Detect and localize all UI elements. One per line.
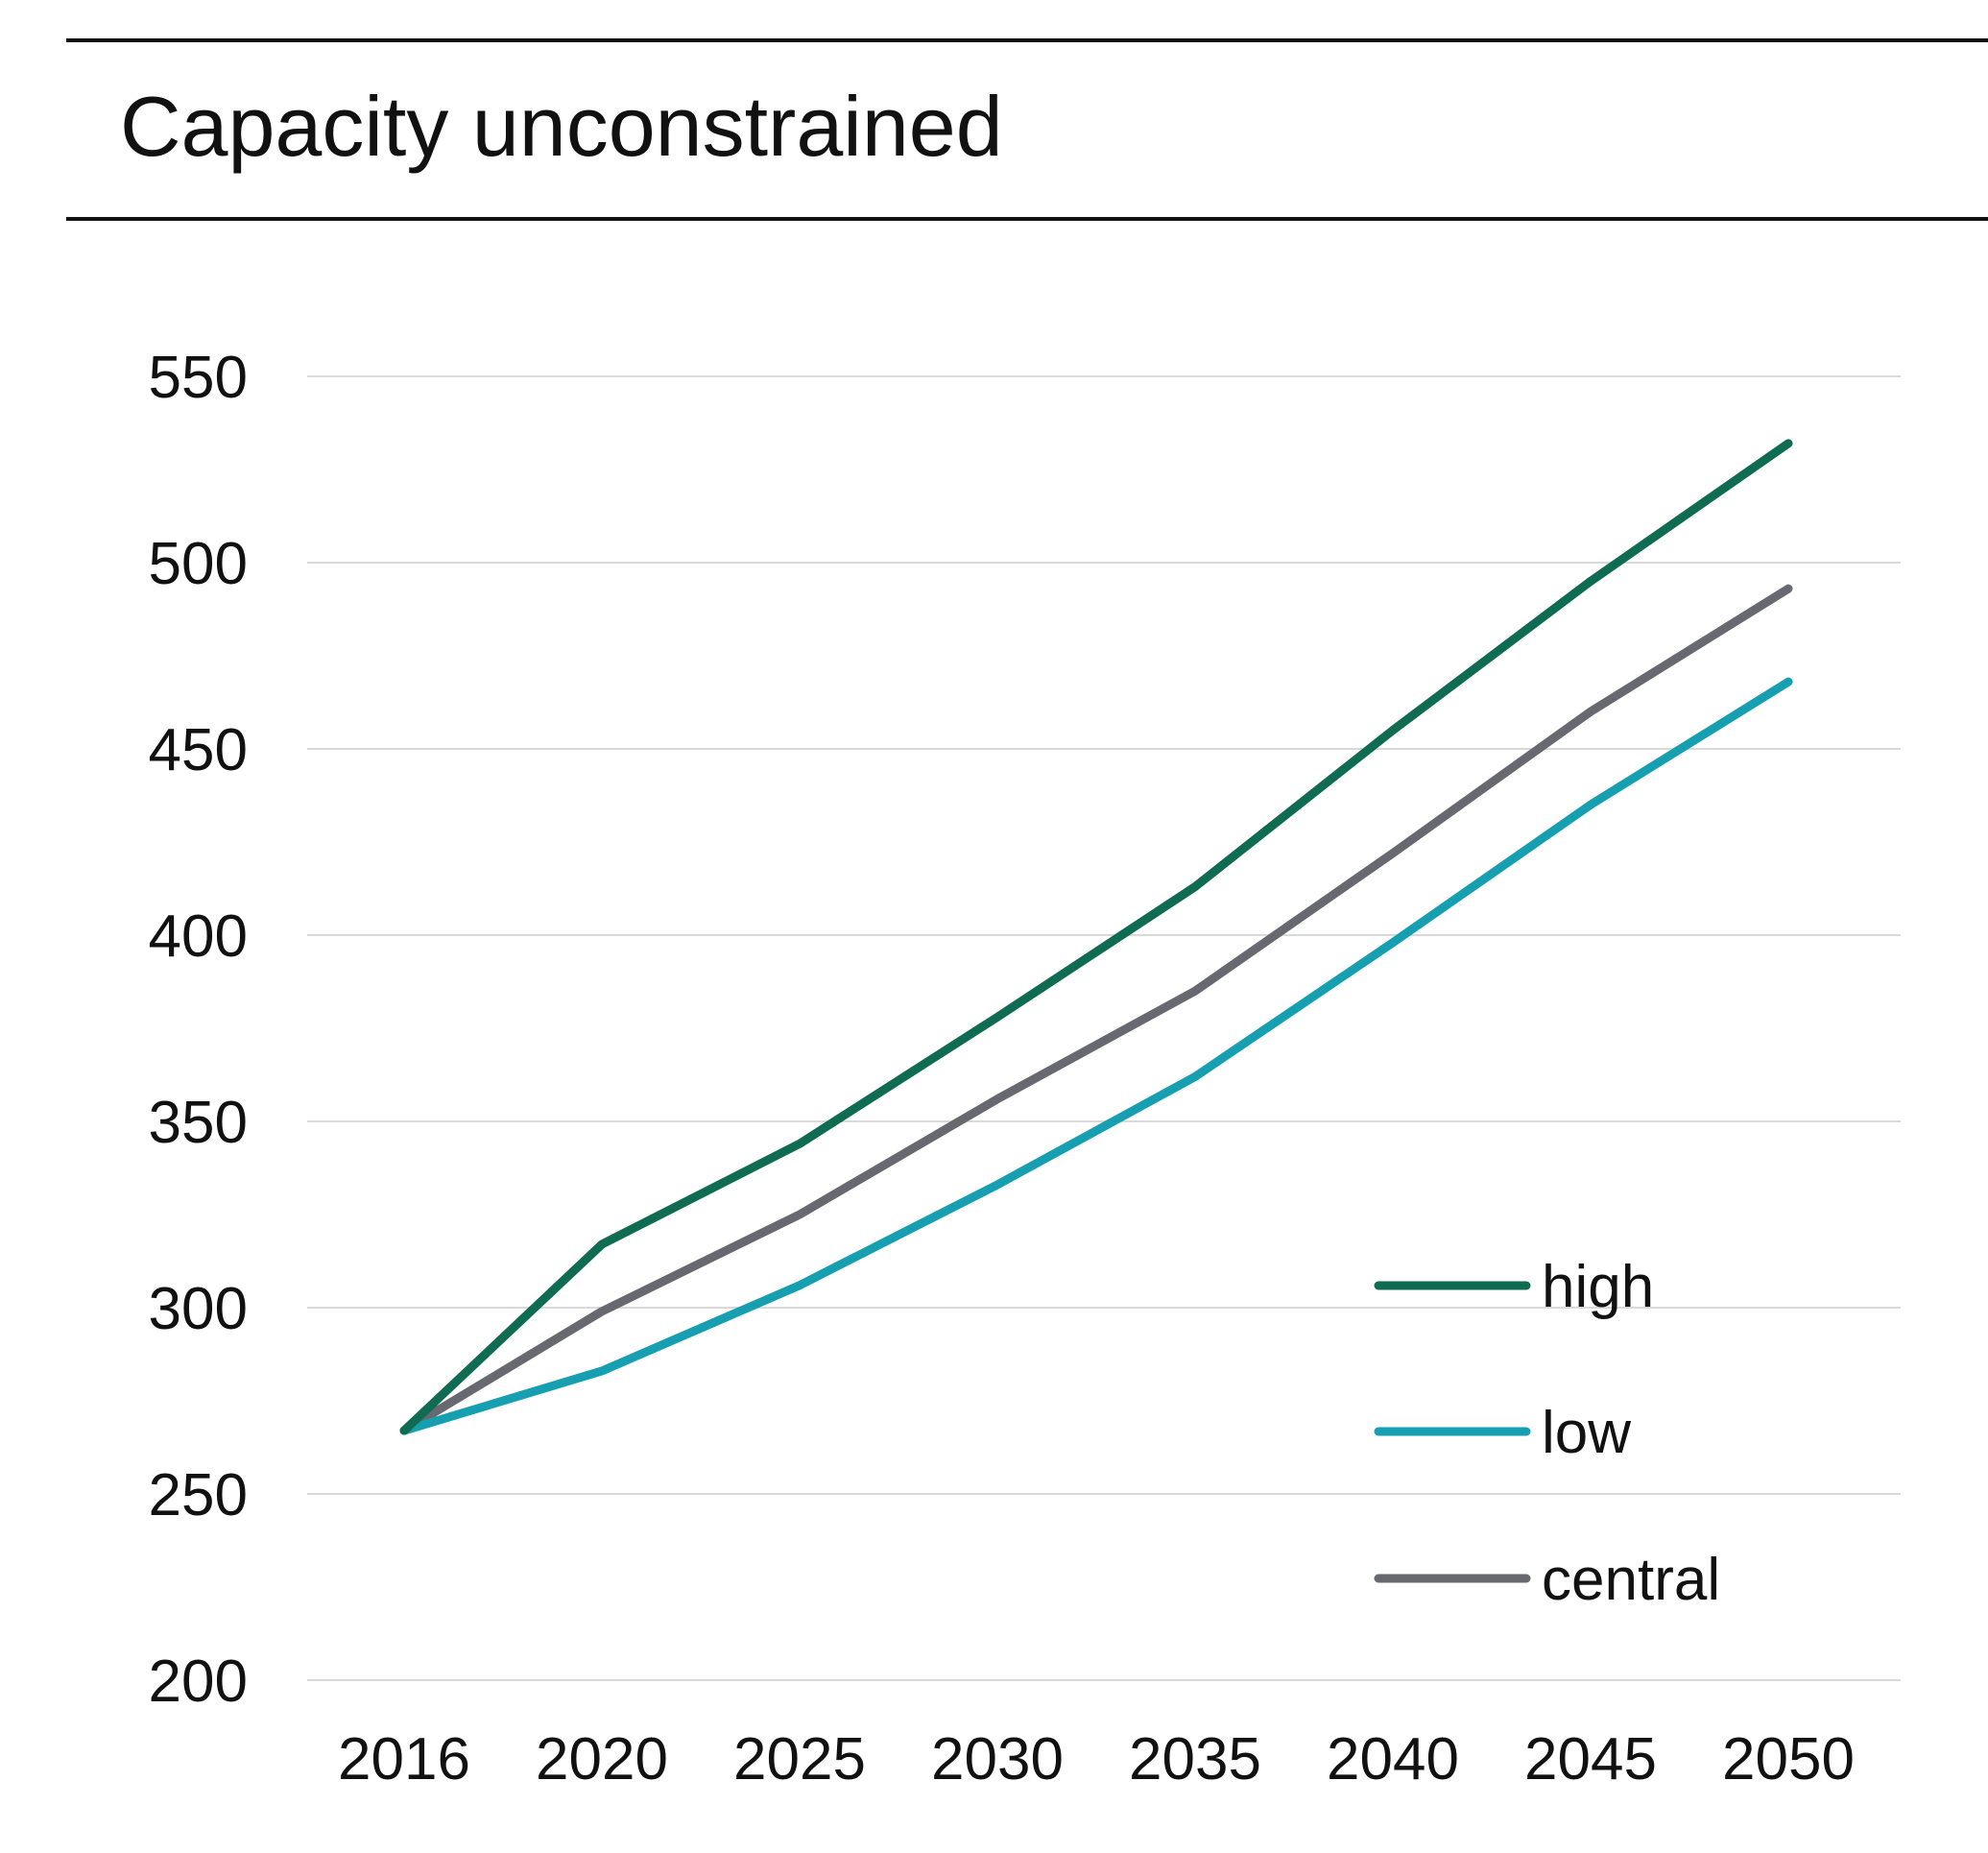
- y-tick-label: 200: [149, 1648, 248, 1715]
- legend: high low central: [1374, 1254, 1720, 1613]
- gridlines: [307, 375, 1901, 1681]
- x-tick-label: 2016: [338, 1726, 470, 1793]
- x-tick-label: 2040: [1327, 1726, 1459, 1793]
- y-tick-label: 400: [149, 903, 248, 970]
- x-axis-tick-labels: 2016 2020 2025 2030 2035 2040 2045 2050: [338, 1726, 1855, 1793]
- title-band: Capacity unconstrained: [66, 38, 1988, 221]
- series-line-central: [399, 584, 1793, 1435]
- x-tick-label: 2045: [1524, 1726, 1657, 1793]
- x-tick-label: 2020: [536, 1726, 668, 1793]
- series-line-high: [399, 439, 1793, 1435]
- legend-label-high: high: [1542, 1254, 1654, 1320]
- x-tick-label: 2050: [1722, 1726, 1855, 1793]
- legend-label-central: central: [1542, 1547, 1720, 1613]
- y-tick-label: 450: [149, 717, 248, 783]
- y-tick-label: 550: [149, 345, 248, 411]
- chart-title: Capacity unconstrained: [120, 79, 1003, 174]
- y-tick-label: 500: [149, 531, 248, 597]
- x-tick-label: 2030: [931, 1726, 1064, 1793]
- series-lines: [399, 439, 1793, 1435]
- series-line-low: [399, 677, 1793, 1435]
- y-axis-tick-labels: 550 500 450 400 350 300 250 200: [149, 345, 248, 1715]
- legend-label-low: low: [1542, 1400, 1631, 1466]
- x-tick-label: 2035: [1129, 1726, 1261, 1793]
- y-tick-label: 250: [149, 1462, 248, 1528]
- y-tick-label: 300: [149, 1276, 248, 1342]
- x-tick-label: 2025: [733, 1726, 866, 1793]
- y-tick-label: 350: [149, 1090, 248, 1156]
